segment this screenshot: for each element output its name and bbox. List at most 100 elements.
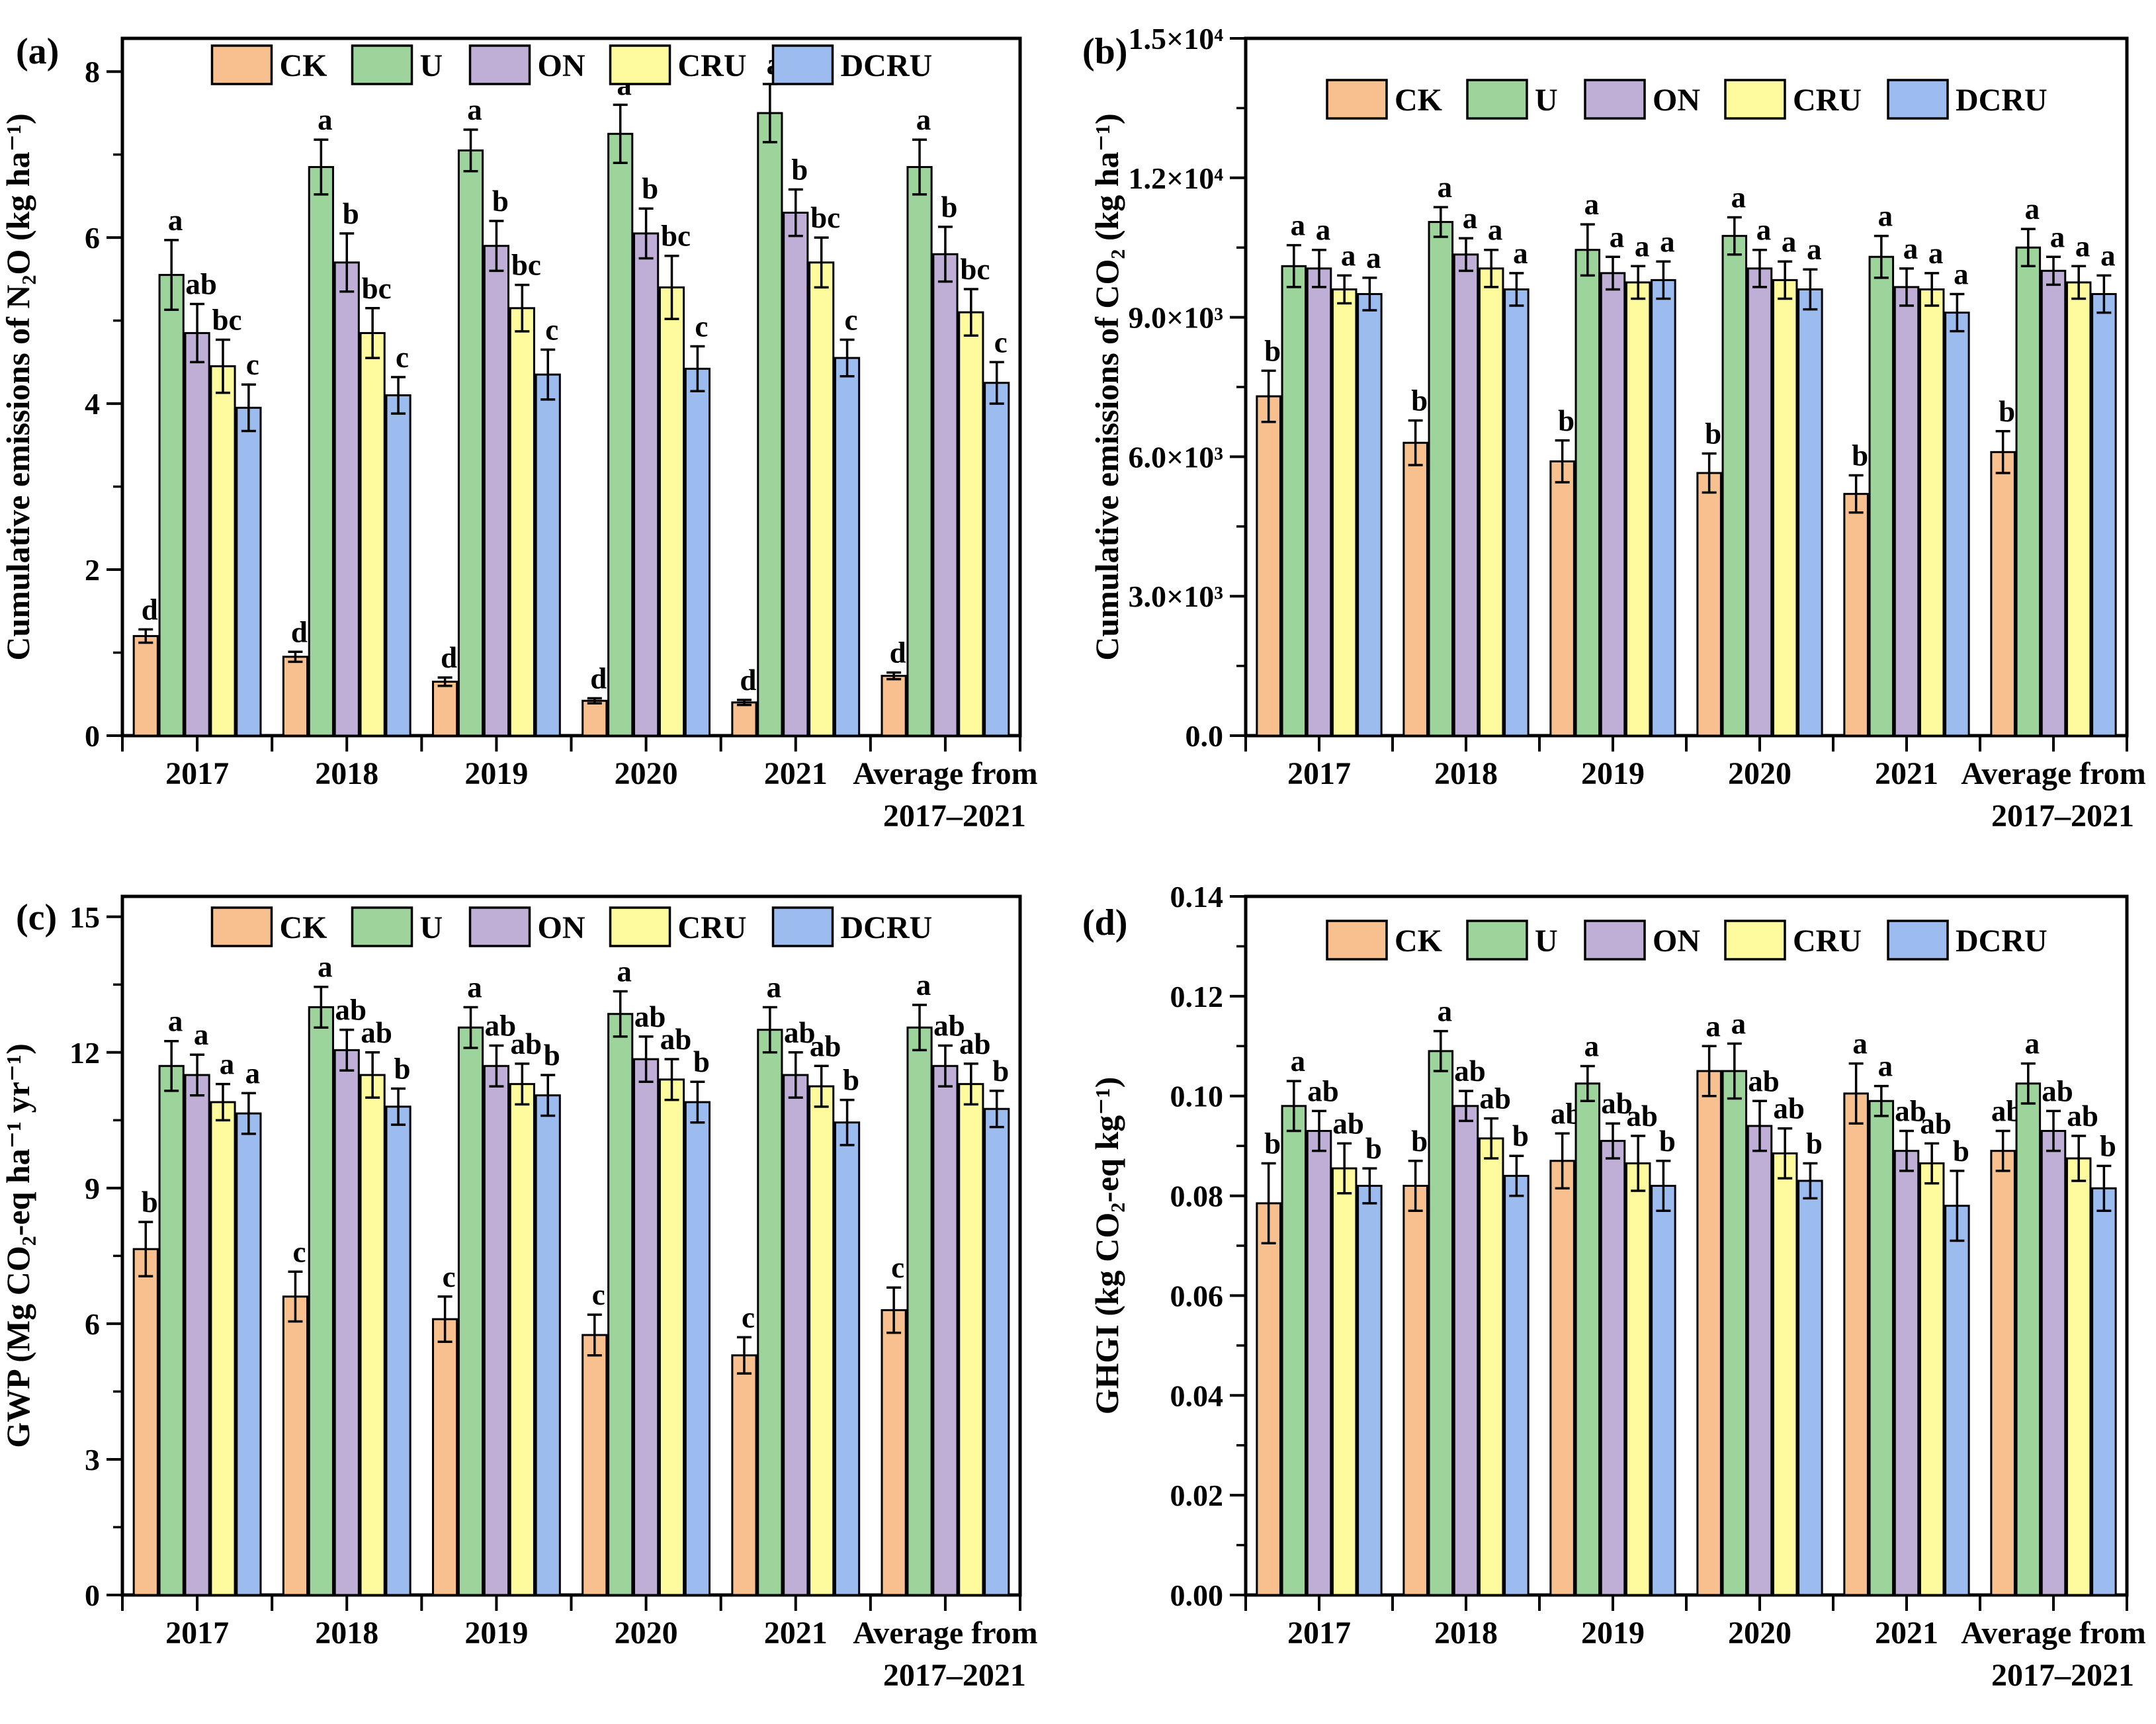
bar-cru (210, 365, 236, 737)
sig-letter: b (642, 172, 658, 205)
bar-dcru (385, 394, 411, 737)
y-tick-label: 3.0×10³ (1128, 580, 1223, 613)
bar-on (783, 212, 809, 737)
bar-u (757, 112, 783, 737)
legend-swatch-cru (609, 44, 671, 85)
x-category-label: 2021 (764, 756, 828, 791)
sig-letter: ab (1479, 1082, 1511, 1115)
bar-dcru (1797, 288, 1823, 737)
bar-dcru (535, 373, 561, 737)
bar-dcru (2091, 1187, 2117, 1596)
x-category-label: Average from (853, 756, 1037, 791)
sig-letter: ab (784, 1016, 816, 1049)
y-tick-label: 1.2×10⁴ (1128, 161, 1223, 195)
bar-dcru (684, 1101, 711, 1596)
legend-swatch-cru (609, 906, 671, 947)
sig-letter: a (1488, 214, 1503, 247)
sig-letter: bc (511, 249, 541, 282)
bar-cru (1331, 1167, 1358, 1596)
bar-cru (808, 1085, 835, 1596)
y-axis-title: Cumulative emissions of N₂O (kg ha⁻¹) (0, 113, 36, 660)
bar-on (1600, 1140, 1626, 1596)
bar-u (607, 132, 634, 737)
y-tick-label: 0.02 (1170, 1479, 1224, 1512)
legend-label-u: U (420, 910, 443, 945)
x-category-label: 2017 (1287, 756, 1351, 791)
bar-ck (1990, 1150, 2016, 1596)
sig-letter: a (1731, 181, 1746, 214)
sig-letter: a (168, 1005, 183, 1038)
bar-dcru (834, 1121, 861, 1596)
bar-cru (359, 331, 386, 737)
x-category-label: 2020 (1728, 756, 1791, 791)
bar-ck (1696, 1070, 1722, 1596)
bar-ck (282, 1295, 309, 1596)
bar-ck (1402, 441, 1428, 737)
bar-on (184, 1074, 210, 1596)
sig-letter: a (1341, 239, 1356, 272)
bar-ck (1990, 451, 2016, 737)
sig-letter: a (2025, 1027, 2040, 1060)
sig-letter: a (2100, 239, 2116, 272)
sig-letter: a (1878, 1050, 1893, 1083)
legend-swatch-ck (1326, 920, 1388, 961)
bar-cru (808, 261, 835, 737)
bar-u (1281, 265, 1307, 737)
sig-letter: a (1584, 188, 1600, 221)
sig-letter: a (1705, 1010, 1721, 1043)
sig-letter: c (443, 1260, 456, 1293)
bar-dcru (236, 406, 262, 737)
legend-swatch-ck (1326, 79, 1388, 120)
y-tick-label: 6.0×10³ (1128, 440, 1223, 474)
bar-dcru (834, 357, 861, 737)
legend-label-cru: CRU (1793, 83, 1862, 118)
sig-letter: ab (1332, 1107, 1364, 1140)
sig-letter: a (1635, 230, 1650, 263)
x-category-label: Average from (1961, 1616, 2145, 1651)
sig-letter: a (168, 204, 183, 237)
bar-dcru (2091, 292, 2117, 737)
legend-swatch-u (1466, 920, 1528, 961)
bar-dcru (236, 1112, 262, 1596)
bar-dcru (1651, 279, 1676, 737)
bar-ck (1549, 1160, 1575, 1596)
bar-cru (1772, 1152, 1798, 1596)
bar-u (308, 1006, 334, 1596)
bar-cru (1625, 281, 1651, 737)
bar-on (2040, 1130, 2067, 1596)
bar-on (2040, 269, 2067, 737)
y-tick-label: 0.14 (1170, 880, 1224, 914)
sig-letter: a (194, 1018, 209, 1051)
sig-letter: c (695, 310, 708, 343)
x-category-label: 2021 (764, 1616, 828, 1651)
sig-letter: a (1513, 237, 1528, 270)
legend-swatch-ck (210, 906, 273, 947)
y-tick-label: 0.06 (1170, 1279, 1224, 1313)
y-tick-label: 12 (69, 1036, 100, 1070)
bar-on (333, 261, 360, 737)
legend-label-cru: CRU (678, 910, 747, 945)
sig-letter: ab (1601, 1087, 1633, 1120)
sig-letter: a (220, 1048, 235, 1081)
sig-letter: ab (1307, 1074, 1339, 1107)
x-category-label: Average from (853, 1616, 1037, 1651)
legend-label-dcru: DCRU (1956, 83, 2048, 118)
bar-cru (1772, 279, 1798, 737)
bar-dcru (1357, 1184, 1383, 1596)
bar-cru (509, 1083, 535, 1596)
legend-swatch-dcru (1887, 920, 1949, 961)
bar-ck (1843, 1092, 1869, 1596)
sig-letter: a (1756, 214, 1772, 247)
sig-letter: ab (485, 1010, 517, 1043)
bar-ck (282, 656, 309, 737)
sig-letter: bc (212, 303, 241, 336)
sig-letter: c (891, 1251, 904, 1284)
bar-cru (658, 286, 685, 737)
sig-letter: a (1731, 1008, 1746, 1041)
bar-dcru (1944, 1205, 1970, 1596)
sig-letter: b (693, 1045, 710, 1078)
bar-on (1306, 1130, 1332, 1596)
bar-dcru (1797, 1180, 1823, 1596)
legend-swatch-dcru (1887, 79, 1949, 120)
sig-letter: a (245, 1056, 261, 1090)
